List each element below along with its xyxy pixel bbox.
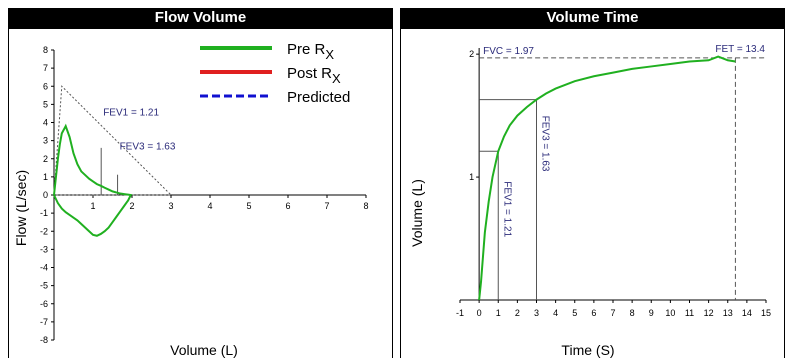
legend-label-text: Predicted <box>287 89 350 106</box>
y-tick-label: 6 <box>43 81 48 91</box>
legend-label-text: Pre R <box>287 41 326 58</box>
y-tick-label: -4 <box>40 263 48 273</box>
flow-volume-frame <box>8 28 393 358</box>
y-tick-label: -8 <box>40 335 48 345</box>
x-tick-label: 4 <box>207 201 212 211</box>
fev3-label: FEV3 = 1.63 <box>120 142 176 153</box>
volume-time-y-axis-label: Volume (L) <box>409 179 425 247</box>
x-tick-label: 6 <box>591 308 596 318</box>
y-tick-label: 3 <box>43 136 48 146</box>
flow-volume-marks: FEV1 = 1.21 FEV3 = 1.63 <box>53 85 176 237</box>
x-tick-label: 8 <box>363 201 368 211</box>
y-tick-label: -7 <box>40 317 48 327</box>
x-tick-label: 15 <box>761 308 771 318</box>
y-tick-label: 7 <box>43 63 48 73</box>
flow-volume-title: Flow Volume <box>154 9 247 26</box>
y-tick-label: -1 <box>40 208 48 218</box>
y-tick-label: 2 <box>469 49 474 59</box>
x-tick-label: 11 <box>685 308 694 318</box>
x-tick-label: 13 <box>723 308 733 318</box>
volume-time-frame <box>400 28 785 358</box>
volume-time-x-axis-label: Time (S) <box>561 342 614 358</box>
volume-time-chart: 12-1 0 1 2 3 4 5 6 7 8 9 10 11 12 13 14 15 FVC = 1.97 FET… <box>409 44 771 358</box>
legend-label: Post RX <box>287 65 341 86</box>
fev1-label: FEV1 = 1.21 <box>501 181 512 237</box>
legend-label-subscript: X <box>332 71 341 86</box>
x-tick-label: 8 <box>630 308 635 318</box>
y-tick-label: 8 <box>43 45 48 55</box>
x-tick-label: 7 <box>324 201 329 211</box>
x-tick-label: 4 <box>553 308 558 318</box>
x-tick-label: 7 <box>610 308 615 318</box>
predicted-envelope <box>53 85 173 196</box>
fvc-label: FVC = 1.97 <box>483 46 534 57</box>
y-tick-label: 5 <box>43 99 48 109</box>
x-tick-label: 10 <box>665 308 675 318</box>
volume-time-title-bar: Volume Time <box>400 8 785 28</box>
y-tick-label: 0 <box>43 190 48 200</box>
flow-volume-x-axis-label: Volume (L) <box>170 342 238 358</box>
x-tick-label: 3 <box>168 201 173 211</box>
x-tick-label: 5 <box>246 201 251 211</box>
x-tick-label: 3 <box>534 308 539 318</box>
fet-label: FET = 13.4 <box>715 44 765 55</box>
fev1-label: FEV1 = 1.21 <box>103 107 159 118</box>
y-tick-label: 1 <box>469 172 474 182</box>
y-tick-label: -2 <box>40 226 48 236</box>
x-tick-label: 12 <box>704 308 714 318</box>
y-tick-label: 2 <box>43 154 48 164</box>
y-tick-label: -6 <box>40 299 48 309</box>
x-tick-label: 2 <box>129 201 134 211</box>
legend-label-subscript: X <box>325 47 334 62</box>
volume-time-marks: FVC = 1.97 FET = 13.4 FEV1 = 1.21 FEV3 = 1.… <box>478 44 766 301</box>
y-tick-label: -3 <box>40 244 48 254</box>
x-tick-label: 9 <box>649 308 654 318</box>
x-tick-label: 0 <box>477 308 482 318</box>
legend-label: Pre RX <box>287 41 334 62</box>
y-tick-label: -5 <box>40 281 48 291</box>
flow-volume-title-bar: Flow Volume <box>8 8 393 28</box>
y-tick-label: 4 <box>43 118 48 128</box>
legend-label-text: Post R <box>287 65 332 82</box>
series-pre-rx-line <box>478 55 736 301</box>
flow-volume-y-axis-label: Flow (L/sec) <box>13 170 29 246</box>
volume-time-panel: Volume Time 1 2 -1 0 1 2 3 4 5 6 7 8 9 10 11 12 13 14 15 F… <box>400 8 785 358</box>
x-tick-label: 6 <box>285 201 290 211</box>
flow-volume-chart: -8 -7 -6 -5 -4 -3 -2 -1 0 1 2 3 4 5 6 7 8 1 2 3 4 5 6 7 8 FEV1 =… <box>13 41 369 358</box>
x-tick-label: 1 <box>90 201 95 211</box>
flow-volume-panel: Flow Volume -8 -7 -6 -5 -4 -3 -2 -1 0 1 2 3 4 5 6 7 8 1 2 3… <box>8 8 393 358</box>
x-tick-label: 14 <box>742 308 752 318</box>
x-tick-label: 1 <box>496 308 501 318</box>
fev3-label: FEV3 = 1.63 <box>540 116 551 172</box>
volume-time-title: Volume Time <box>546 9 639 26</box>
x-tick-label: -1 <box>456 308 464 318</box>
y-tick-label: 1 <box>43 172 48 182</box>
series-pre-rx-line <box>53 123 133 237</box>
legend-label: Predicted <box>287 89 350 106</box>
x-tick-label: 2 <box>515 308 520 318</box>
volume-time-axes: 12-1 0 1 2 3 4 5 6 7 8 9 10 11 12 13 14 15 <box>456 48 771 318</box>
x-tick-label: 5 <box>572 308 577 318</box>
